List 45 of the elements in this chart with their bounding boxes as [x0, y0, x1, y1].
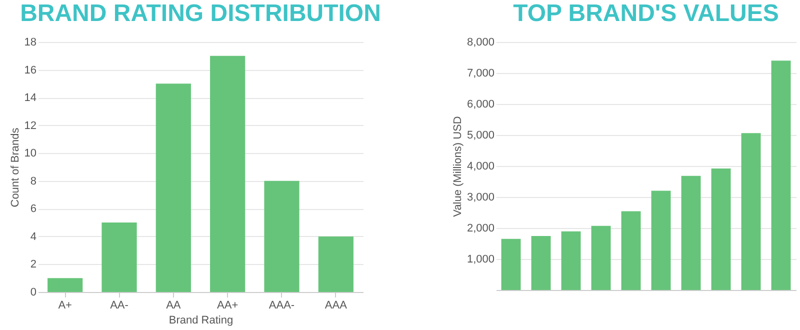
chart-title: BRAND RATING DISTRIBUTION	[20, 0, 381, 27]
bar	[681, 176, 701, 290]
bar	[156, 84, 191, 292]
y-tick-label: 14	[24, 92, 36, 104]
bar	[741, 133, 761, 290]
chart-title: TOP BRAND'S VALUES	[513, 0, 779, 27]
x-tick-label: A+	[58, 300, 72, 312]
x-tick-label: AAA-	[268, 300, 295, 312]
bar	[210, 56, 246, 292]
bar	[264, 180, 300, 292]
y-tick-label: 2,000	[466, 222, 494, 234]
bar	[102, 222, 137, 292]
y-tick-label: 12	[24, 120, 36, 132]
bar	[501, 238, 521, 290]
y-tick-label: 4	[30, 230, 36, 243]
x-tick-label: AA+	[217, 300, 238, 312]
bar	[591, 226, 611, 290]
y-tick-label: 4,000	[466, 160, 494, 172]
y-axis-title: Count of Brands	[9, 127, 22, 208]
y-tick-label: 10	[24, 148, 36, 160]
y-tick-label: 7,000	[466, 68, 494, 80]
bar	[531, 236, 551, 290]
y-tick-label: 3,000	[466, 192, 494, 204]
y-tick-label: 16	[24, 64, 36, 76]
y-tick-label: 0	[30, 286, 36, 298]
y-axis-title: Value (Millions) USD	[452, 116, 464, 217]
bar	[48, 278, 83, 292]
bar	[711, 168, 731, 290]
y-tick-label: 1,000	[466, 254, 494, 266]
y-tick-label: 5,000	[466, 130, 494, 142]
y-tick-label: 6	[30, 203, 36, 216]
bar	[561, 231, 581, 290]
bar	[771, 60, 791, 290]
x-tick-label: AA	[166, 300, 182, 312]
y-tick-label: 18	[24, 36, 36, 48]
x-axis-title: Brand Rating	[168, 314, 234, 326]
bar	[318, 236, 354, 292]
y-tick-label: 8,000	[466, 36, 494, 48]
y-tick-label: 2	[30, 258, 36, 271]
x-tick-label: AA-	[110, 300, 129, 312]
x-tick-label: AAA	[324, 300, 348, 312]
y-tick-label: 8	[30, 175, 36, 188]
bar	[651, 190, 671, 290]
bar	[621, 211, 641, 290]
y-tick-label: 6,000	[466, 98, 494, 110]
